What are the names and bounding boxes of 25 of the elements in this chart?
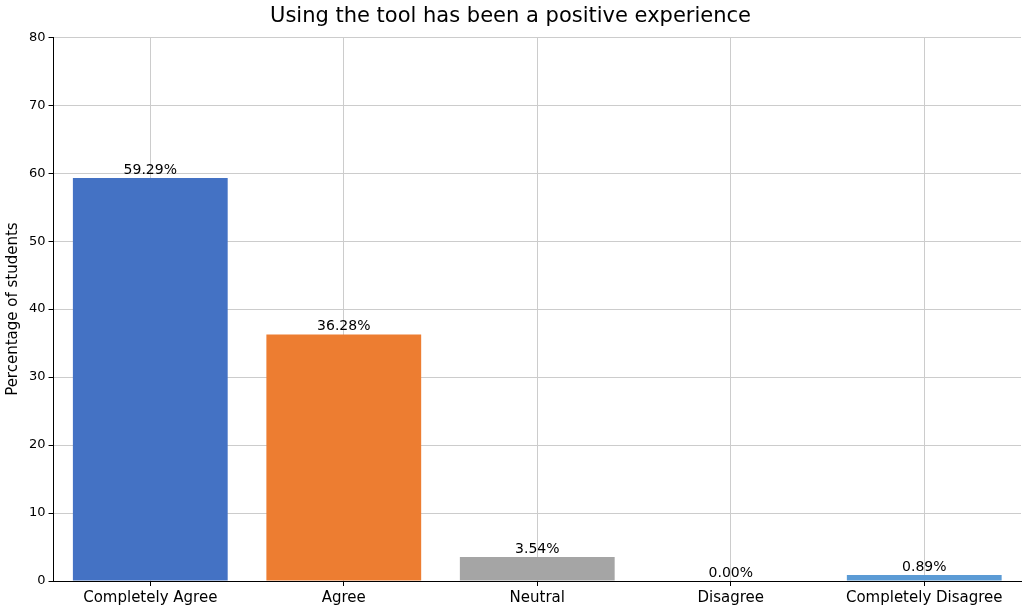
y-tick-label: 40 — [29, 300, 46, 316]
bar — [72, 177, 228, 581]
y-tick-label: 70 — [29, 96, 46, 112]
data-label: 59.29% — [123, 160, 177, 177]
y-tick-label: 20 — [29, 436, 46, 452]
y-tick-label: 30 — [29, 368, 46, 384]
x-tick-label: Completely Agree — [83, 587, 218, 606]
y-axis-title: Percentage of students — [2, 222, 21, 396]
x-tick-label: Neutral — [509, 587, 565, 606]
y-tick-label: 0 — [37, 572, 46, 588]
y-tick-label: 60 — [29, 164, 46, 180]
data-label: 0.89% — [902, 557, 947, 574]
bar — [846, 574, 1002, 581]
bar — [266, 334, 422, 581]
data-label: 0.00% — [708, 563, 753, 580]
y-tick-label: 10 — [29, 504, 46, 520]
bar — [459, 556, 615, 581]
y-tick-label: 80 — [29, 28, 46, 44]
y-tick-label: 50 — [29, 232, 46, 248]
x-tick-label: Disagree — [697, 587, 765, 606]
data-label: 36.28% — [317, 317, 371, 334]
data-label: 3.54% — [515, 539, 560, 556]
x-tick-label: Completely Disagree — [845, 587, 1003, 606]
x-tick-label: Agree — [321, 587, 366, 606]
chart-title: Using the tool has been a positive experience — [270, 3, 751, 28]
